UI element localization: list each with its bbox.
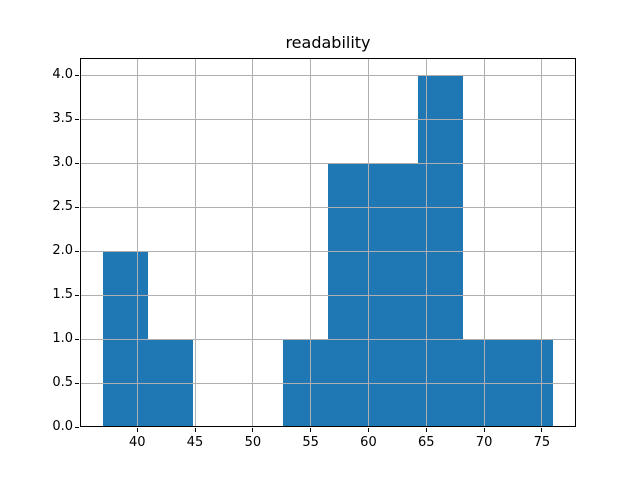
x-tick-label: 70 — [475, 435, 493, 451]
gridline-vertical — [483, 57, 485, 428]
gridline-horizontal — [80, 206, 576, 208]
gridline-horizontal — [80, 250, 576, 252]
y-tick-label: 1.5 — [52, 287, 73, 303]
y-tick-mark — [75, 338, 79, 340]
y-tick-mark — [75, 382, 79, 384]
y-tick-mark — [75, 206, 79, 208]
gridline-horizontal — [80, 118, 576, 120]
y-tick-label: 3.5 — [52, 111, 73, 127]
gridline-vertical — [136, 57, 138, 428]
gridline-vertical — [194, 57, 196, 428]
y-tick-mark — [75, 250, 79, 252]
gridline-vertical — [252, 57, 254, 428]
chart-title: readability — [285, 33, 371, 52]
y-tick-label: 2.0 — [52, 243, 73, 259]
y-tick-mark — [75, 118, 79, 120]
x-tick-label: 55 — [302, 435, 319, 451]
y-tick-mark — [75, 162, 79, 164]
x-tick-label: 45 — [186, 435, 204, 451]
y-tick-mark — [75, 74, 79, 76]
x-tick-label: 60 — [360, 435, 377, 451]
gridline-vertical — [541, 57, 543, 428]
gridline-horizontal — [80, 74, 576, 76]
y-tick-mark — [75, 294, 79, 296]
y-tick-label: 3.0 — [52, 155, 73, 171]
gridline-horizontal — [80, 162, 576, 164]
x-tick-mark — [194, 428, 196, 433]
y-tick-label: 1.0 — [52, 331, 73, 347]
gridline-horizontal — [80, 338, 576, 340]
plot-area — [80, 57, 576, 428]
y-tick-label: 2.5 — [52, 199, 73, 215]
y-tick-label: 0.0 — [52, 419, 73, 435]
x-tick-mark — [136, 428, 138, 433]
gridline-vertical — [310, 57, 312, 428]
x-tick-mark — [425, 428, 427, 433]
x-tick-mark — [310, 428, 312, 433]
y-tick-label: 0.5 — [52, 375, 73, 391]
x-tick-label: 50 — [244, 435, 262, 451]
x-tick-mark — [541, 428, 543, 433]
x-tick-label: 40 — [128, 435, 146, 451]
x-tick-label: 65 — [417, 435, 435, 451]
y-tick-label: 4.0 — [52, 67, 73, 83]
x-tick-label: 75 — [533, 435, 551, 451]
gridline-vertical — [367, 57, 369, 428]
gridline-horizontal — [80, 382, 576, 384]
x-tick-mark — [367, 428, 369, 433]
axes-spines — [80, 57, 576, 428]
x-tick-mark — [252, 428, 254, 433]
gridline-horizontal — [80, 294, 576, 296]
x-tick-mark — [483, 428, 485, 433]
gridline-vertical — [425, 57, 427, 428]
y-tick-mark — [75, 426, 79, 428]
